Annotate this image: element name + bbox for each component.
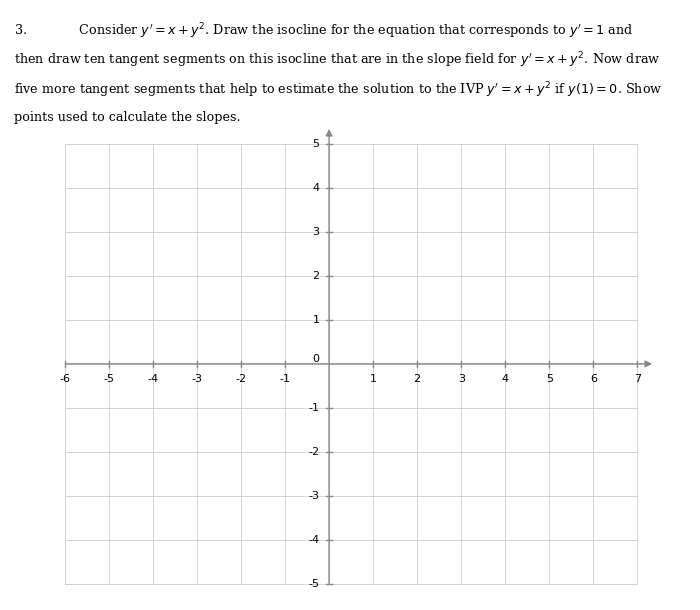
Text: 5: 5 xyxy=(546,373,553,384)
Text: 3.             Consider $y' = x + y^2$. Draw the isocline for the equation that : 3. Consider $y' = x + y^2$. Draw the iso… xyxy=(14,21,634,40)
Text: 5: 5 xyxy=(312,138,319,149)
Text: -3: -3 xyxy=(309,491,319,501)
Text: 4: 4 xyxy=(502,373,509,384)
Text: -4: -4 xyxy=(308,535,319,545)
Text: -6: -6 xyxy=(60,373,70,384)
Text: points used to calculate the slopes.: points used to calculate the slopes. xyxy=(14,111,241,124)
Text: 2: 2 xyxy=(312,271,319,281)
Text: 3: 3 xyxy=(312,227,319,237)
Text: -5: -5 xyxy=(309,579,319,589)
Text: 0: 0 xyxy=(312,354,319,364)
Text: five more tangent segments that help to estimate the solution to the IVP $y' = x: five more tangent segments that help to … xyxy=(14,80,662,99)
Text: 3: 3 xyxy=(458,373,465,384)
Text: 4: 4 xyxy=(312,183,319,193)
Text: -1: -1 xyxy=(279,373,290,384)
Text: -2: -2 xyxy=(235,373,246,384)
Text: -4: -4 xyxy=(148,373,158,384)
Text: 2: 2 xyxy=(414,373,421,384)
Text: -5: -5 xyxy=(104,373,114,384)
Text: -1: -1 xyxy=(309,403,319,413)
Text: -2: -2 xyxy=(308,447,319,457)
Text: 1: 1 xyxy=(370,373,377,384)
Text: -3: -3 xyxy=(192,373,202,384)
Text: 7: 7 xyxy=(634,373,641,384)
Text: then draw ten tangent segments on this isocline that are in the slope field for : then draw ten tangent segments on this i… xyxy=(14,51,660,70)
Text: 6: 6 xyxy=(590,373,597,384)
Text: 1: 1 xyxy=(312,315,319,325)
